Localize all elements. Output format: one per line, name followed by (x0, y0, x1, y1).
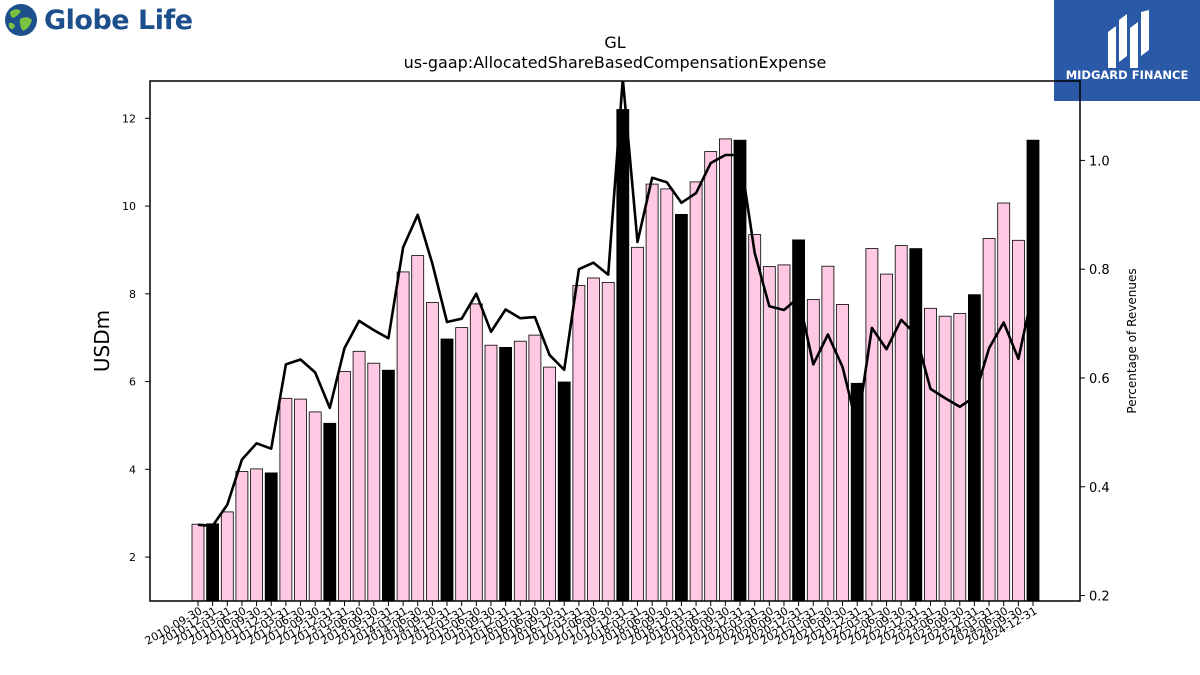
globe-icon (5, 4, 37, 36)
bar (645, 183, 659, 602)
bar (777, 264, 791, 602)
bars-group (191, 109, 1040, 602)
bar (499, 346, 513, 602)
y2-tick-label: 0.4 (1089, 481, 1110, 496)
bar (1026, 139, 1040, 602)
midgard-finance-brand-text: MIDGARD FINANCE (1065, 68, 1189, 82)
bar (850, 382, 864, 602)
bar (352, 350, 366, 602)
bar (367, 362, 381, 602)
chart-subtitle: us-gaap:AllocatedShareBasedCompensationE… (404, 53, 827, 72)
bar (206, 523, 220, 602)
bar (982, 238, 996, 602)
bar (191, 523, 205, 602)
right-axis: 0.2 0.4 0.6 0.8 1.0 (1080, 154, 1110, 605)
y-tick-label: 8 (129, 288, 136, 301)
bar (513, 340, 527, 602)
bar (528, 334, 542, 602)
bar (396, 271, 410, 602)
bar (968, 294, 981, 602)
bar (381, 369, 395, 602)
bar (616, 109, 630, 602)
y-axis-label: USDm (90, 310, 114, 372)
y-tick-label: 10 (122, 200, 136, 213)
y2-tick-label: 0.8 (1089, 263, 1110, 278)
bar (587, 277, 600, 602)
bar (235, 471, 249, 602)
bar (572, 285, 586, 602)
y-tick-label: 6 (129, 376, 136, 389)
bar (440, 338, 454, 602)
globe-life-brand-text: Globe Life (44, 4, 193, 36)
bar (631, 246, 644, 602)
chart-title: GL (604, 33, 625, 52)
bar (455, 327, 469, 602)
bar (264, 472, 278, 602)
bar (308, 411, 322, 602)
bar (821, 265, 835, 602)
x-axis: 2010-09-302010-12-312011-03-312011-06-30… (143, 601, 1040, 648)
left-axis: 2 4 6 8 10 12 (122, 112, 150, 564)
bar (865, 248, 879, 602)
bar (792, 239, 805, 602)
midgard-mark-icon (1108, 10, 1149, 68)
bar (484, 344, 498, 602)
midgard-finance-logo: MIDGARD FINANCE (1054, 0, 1200, 101)
y-tick-label: 2 (129, 551, 136, 564)
bar (689, 181, 703, 602)
bar (938, 315, 952, 602)
bar (220, 511, 234, 602)
globe-life-logo: Globe Life (4, 3, 193, 37)
y2-tick-label: 1.0 (1089, 154, 1110, 169)
bar (880, 273, 893, 602)
bar (909, 248, 923, 602)
bar (543, 366, 556, 602)
series-line (197, 81, 1035, 528)
bar (1012, 239, 1025, 602)
bar (250, 468, 264, 602)
bar (279, 397, 293, 602)
y-tick-label: 12 (122, 112, 136, 125)
plot-frame (149, 80, 1081, 602)
bar (719, 138, 732, 602)
bar (425, 302, 439, 602)
y-tick-label: 4 (129, 463, 136, 476)
bar (469, 303, 483, 602)
y2-axis-label: Percentage of Revenues (1125, 268, 1139, 413)
line-group (197, 81, 1035, 528)
bar (601, 281, 615, 602)
y2-tick-label: 0.6 (1089, 372, 1110, 387)
bar (338, 371, 351, 602)
bar (924, 307, 937, 602)
bar (748, 234, 762, 602)
bar (997, 202, 1011, 602)
bar (323, 422, 337, 602)
y2-tick-label: 0.2 (1089, 590, 1110, 605)
bar (762, 266, 776, 602)
bar (733, 139, 747, 602)
bar (660, 188, 674, 602)
bar (411, 255, 425, 602)
bar (953, 313, 967, 602)
bar (557, 381, 571, 602)
bar (294, 398, 307, 602)
bar (704, 151, 718, 602)
bar (836, 303, 849, 602)
bar (894, 245, 908, 602)
bar (675, 213, 688, 602)
